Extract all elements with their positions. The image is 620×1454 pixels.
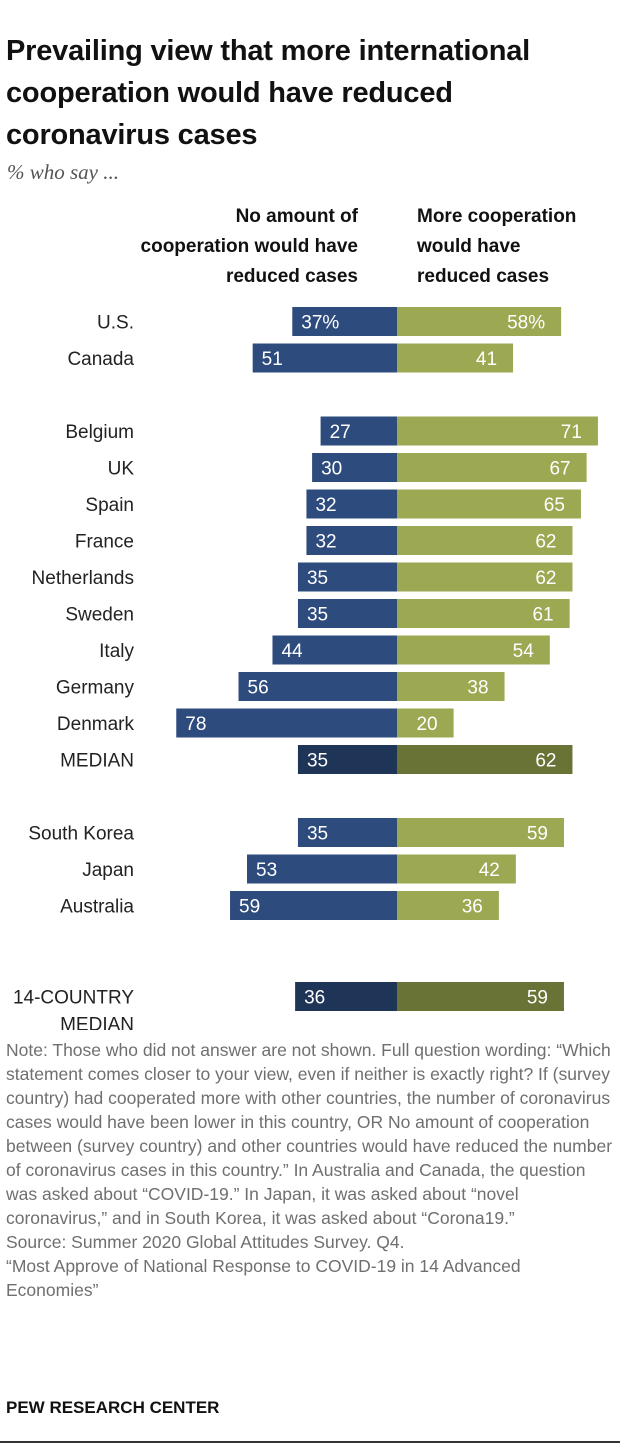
row-label: France — [75, 532, 134, 553]
row-label: 14-COUNTRY — [13, 988, 134, 1009]
source-text: Source: Summer 2020 Global Attitudes Sur… — [6, 1232, 405, 1252]
row-label: Sweden — [65, 605, 134, 626]
value-label-left: 37% — [301, 313, 339, 334]
bar-more-cooperation — [397, 307, 562, 336]
row-label: Australia — [60, 897, 134, 918]
right-column-header: More cooperation would have reduced case… — [417, 202, 576, 292]
value-label-left: 35 — [307, 824, 328, 845]
footer-rule — [0, 1441, 620, 1443]
value-label-right: 20 — [416, 714, 437, 735]
value-label-right: 38 — [467, 678, 488, 699]
chart-subtitle: % who say ... — [7, 160, 119, 184]
left-header-line: cooperation would have — [140, 236, 358, 257]
row-label: Canada — [67, 349, 134, 370]
bar-more-cooperation — [397, 562, 573, 592]
bar-more-cooperation — [397, 818, 564, 847]
diverging-bar-chart: U.S. 37% 58% Canada 51 41 Belgium 27 71 UK 30 67 Spa… — [13, 307, 598, 1031]
value-label-right: 62 — [535, 532, 556, 553]
bar-no-amount — [306, 526, 397, 555]
bar-no-amount — [252, 343, 397, 373]
value-label-left: 51 — [262, 349, 283, 370]
bar-more-cooperation — [397, 708, 454, 738]
value-label-right: 42 — [479, 860, 500, 881]
value-label-right: 65 — [544, 495, 565, 516]
row-label: Germany — [56, 678, 135, 699]
value-label-left: 53 — [256, 860, 277, 881]
bar-no-amount — [297, 745, 397, 774]
bar-no-amount — [176, 708, 397, 738]
row-label: Italy — [99, 641, 134, 662]
left-header-line: reduced cases — [225, 266, 358, 287]
bar-no-amount — [295, 982, 397, 1011]
bar-more-cooperation — [397, 745, 573, 774]
bar-more-cooperation — [397, 526, 573, 555]
value-label-right: 36 — [462, 897, 483, 918]
value-label-left: 27 — [330, 422, 351, 443]
right-header-line: More cooperation — [417, 206, 577, 227]
footnotes: Note: Those who did not answer are not s… — [6, 1038, 616, 1302]
value-label-left: 56 — [248, 678, 269, 699]
bar-no-amount — [297, 562, 397, 592]
value-label-left: 59 — [239, 897, 260, 918]
row-label: Belgium — [65, 422, 134, 443]
bar-no-amount — [297, 818, 397, 847]
value-label-left: 78 — [185, 714, 206, 735]
bar-more-cooperation — [397, 635, 550, 665]
bar-more-cooperation — [397, 416, 598, 446]
bar-more-cooperation — [397, 343, 514, 373]
bar-no-amount — [306, 489, 397, 519]
value-label-right: 62 — [535, 568, 556, 589]
bar-no-amount — [230, 891, 397, 920]
value-label-left: 35 — [307, 605, 328, 626]
bar-more-cooperation — [397, 854, 516, 884]
note-text: Note: Those who did not answer are not s… — [6, 1040, 613, 1228]
bar-no-amount — [238, 672, 397, 701]
bar-no-amount — [297, 599, 397, 628]
bar-more-cooperation — [397, 672, 505, 701]
row-label: Spain — [85, 495, 134, 516]
bar-no-amount — [292, 307, 397, 336]
row-label: Japan — [82, 860, 134, 881]
row-label: Denmark — [57, 714, 135, 735]
row-label: UK — [108, 459, 135, 480]
value-label-left: 30 — [321, 459, 342, 480]
bar-no-amount — [312, 453, 397, 482]
bar-no-amount — [272, 635, 397, 665]
row-label: U.S. — [97, 313, 134, 334]
value-label-right: 71 — [561, 422, 582, 443]
bar-no-amount — [247, 854, 397, 884]
right-header-line: would have — [417, 236, 521, 257]
report-title: “Most Approve of National Response to CO… — [6, 1256, 521, 1300]
bar-more-cooperation — [397, 891, 499, 920]
row-label: Netherlands — [32, 568, 134, 589]
value-label-right: 41 — [476, 349, 497, 370]
value-label-left: 36 — [304, 988, 325, 1009]
value-label-right: 61 — [532, 605, 553, 626]
value-label-left: 32 — [315, 532, 336, 553]
value-label-right: 59 — [527, 824, 548, 845]
right-header-line: reduced cases — [417, 266, 550, 287]
brand-logo-text: PEW RESEARCH CENTER — [6, 1398, 220, 1417]
chart-title: Prevailing view that more international … — [6, 35, 530, 151]
bar-more-cooperation — [397, 599, 570, 628]
value-label-right: 58% — [507, 313, 545, 334]
value-label-left: 35 — [307, 751, 328, 772]
row-label: MEDIAN — [60, 751, 134, 772]
left-column-header: No amount of cooperation would have redu… — [141, 202, 358, 292]
bar-no-amount — [320, 416, 397, 446]
value-label-right: 59 — [527, 988, 548, 1009]
value-label-left: 32 — [315, 495, 336, 516]
value-label-left: 35 — [307, 568, 328, 589]
value-label-right: 54 — [513, 641, 535, 662]
value-label-left: 44 — [281, 641, 303, 662]
value-label-right: 62 — [535, 751, 556, 772]
bar-more-cooperation — [397, 489, 581, 519]
value-label-right: 67 — [549, 459, 570, 480]
left-header-line: No amount of — [235, 206, 358, 227]
row-label: South Korea — [28, 824, 134, 845]
bar-more-cooperation — [397, 453, 587, 482]
row-label: MEDIAN — [60, 1015, 134, 1031]
bar-more-cooperation — [397, 982, 564, 1011]
